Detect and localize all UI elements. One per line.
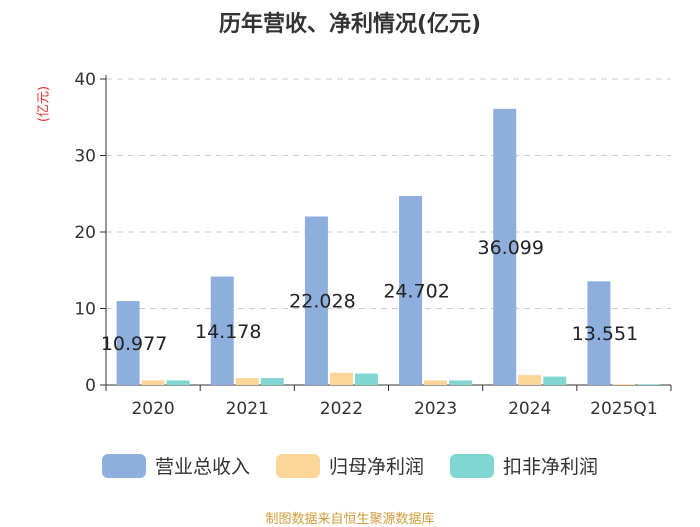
legend-label-deducted-net-profit: 扣非净利润: [503, 456, 599, 478]
x-tick-label: 2023: [414, 399, 457, 419]
net-profit-bar: [235, 378, 259, 385]
y-tick-label: 40: [74, 70, 96, 90]
x-tick-label: 2020: [131, 399, 174, 419]
revenue-data-label: 14.178: [195, 321, 261, 343]
deducted-net-profit-bar: [543, 376, 567, 385]
legend-label-revenue: 营业总收入: [154, 456, 250, 478]
chart-title: 历年营收、净利情况(亿元): [218, 12, 482, 37]
y-tick-label: 20: [74, 223, 96, 243]
deducted-net-profit-bar: [166, 380, 190, 385]
net-profit-bar: [141, 380, 165, 385]
legend-item-revenue[interactable]: 营业总收入: [101, 452, 250, 479]
net-profit-bar: [424, 380, 448, 385]
y-tick-label: 10: [74, 300, 96, 320]
legend: 营业总收入 归母净利润 扣非净利润: [0, 452, 700, 479]
deducted-net-profit-bar: [449, 380, 473, 385]
revenue-bar: [304, 216, 328, 385]
deducted-net-profit-bar: [260, 378, 284, 385]
net-profit-bar: [518, 375, 542, 385]
revenue-data-label: 24.702: [383, 281, 449, 303]
revenue-data-label: 36.099: [478, 237, 544, 259]
x-tick-label: 2024: [508, 399, 551, 419]
legend-swatch-deducted-net-profit: [450, 453, 494, 478]
x-tick-label: 2021: [226, 399, 269, 419]
revenue-data-label: 22.028: [289, 291, 355, 313]
legend-item-deducted-net-profit[interactable]: 扣非净利润: [450, 452, 598, 479]
x-tick-label: 2022: [320, 399, 363, 419]
revenue-bar: [587, 281, 611, 385]
legend-swatch-net-profit: [275, 453, 320, 478]
deducted-net-profit-bar: [354, 373, 378, 385]
revenue-data-label: 10.977: [101, 333, 167, 355]
data-source-note: 制图数据来自恒生聚源数据库: [265, 512, 435, 527]
legend-item-net-profit[interactable]: 归母净利润: [275, 452, 424, 479]
revenue-bar: [493, 108, 517, 385]
bar-chart: 0 10 20 30 40 2020 2021 2022 2023 2024 2025Q1 10.97…: [74, 70, 672, 419]
revenue-bar: [399, 196, 423, 385]
revenue-data-label: 13.551: [572, 323, 638, 345]
net-profit-bar: [329, 372, 353, 385]
legend-label-net-profit: 归母净利润: [328, 456, 424, 478]
net-profit-bar: [612, 384, 636, 385]
deducted-net-profit-bar: [637, 384, 661, 385]
y-tick-label: 30: [74, 147, 96, 167]
revenue-bar: [116, 301, 140, 385]
x-tick-label: 2025Q1: [590, 399, 657, 419]
revenue-bar: [210, 276, 234, 385]
y-tick-label: 0: [85, 376, 96, 396]
legend-swatch-revenue: [101, 453, 146, 478]
